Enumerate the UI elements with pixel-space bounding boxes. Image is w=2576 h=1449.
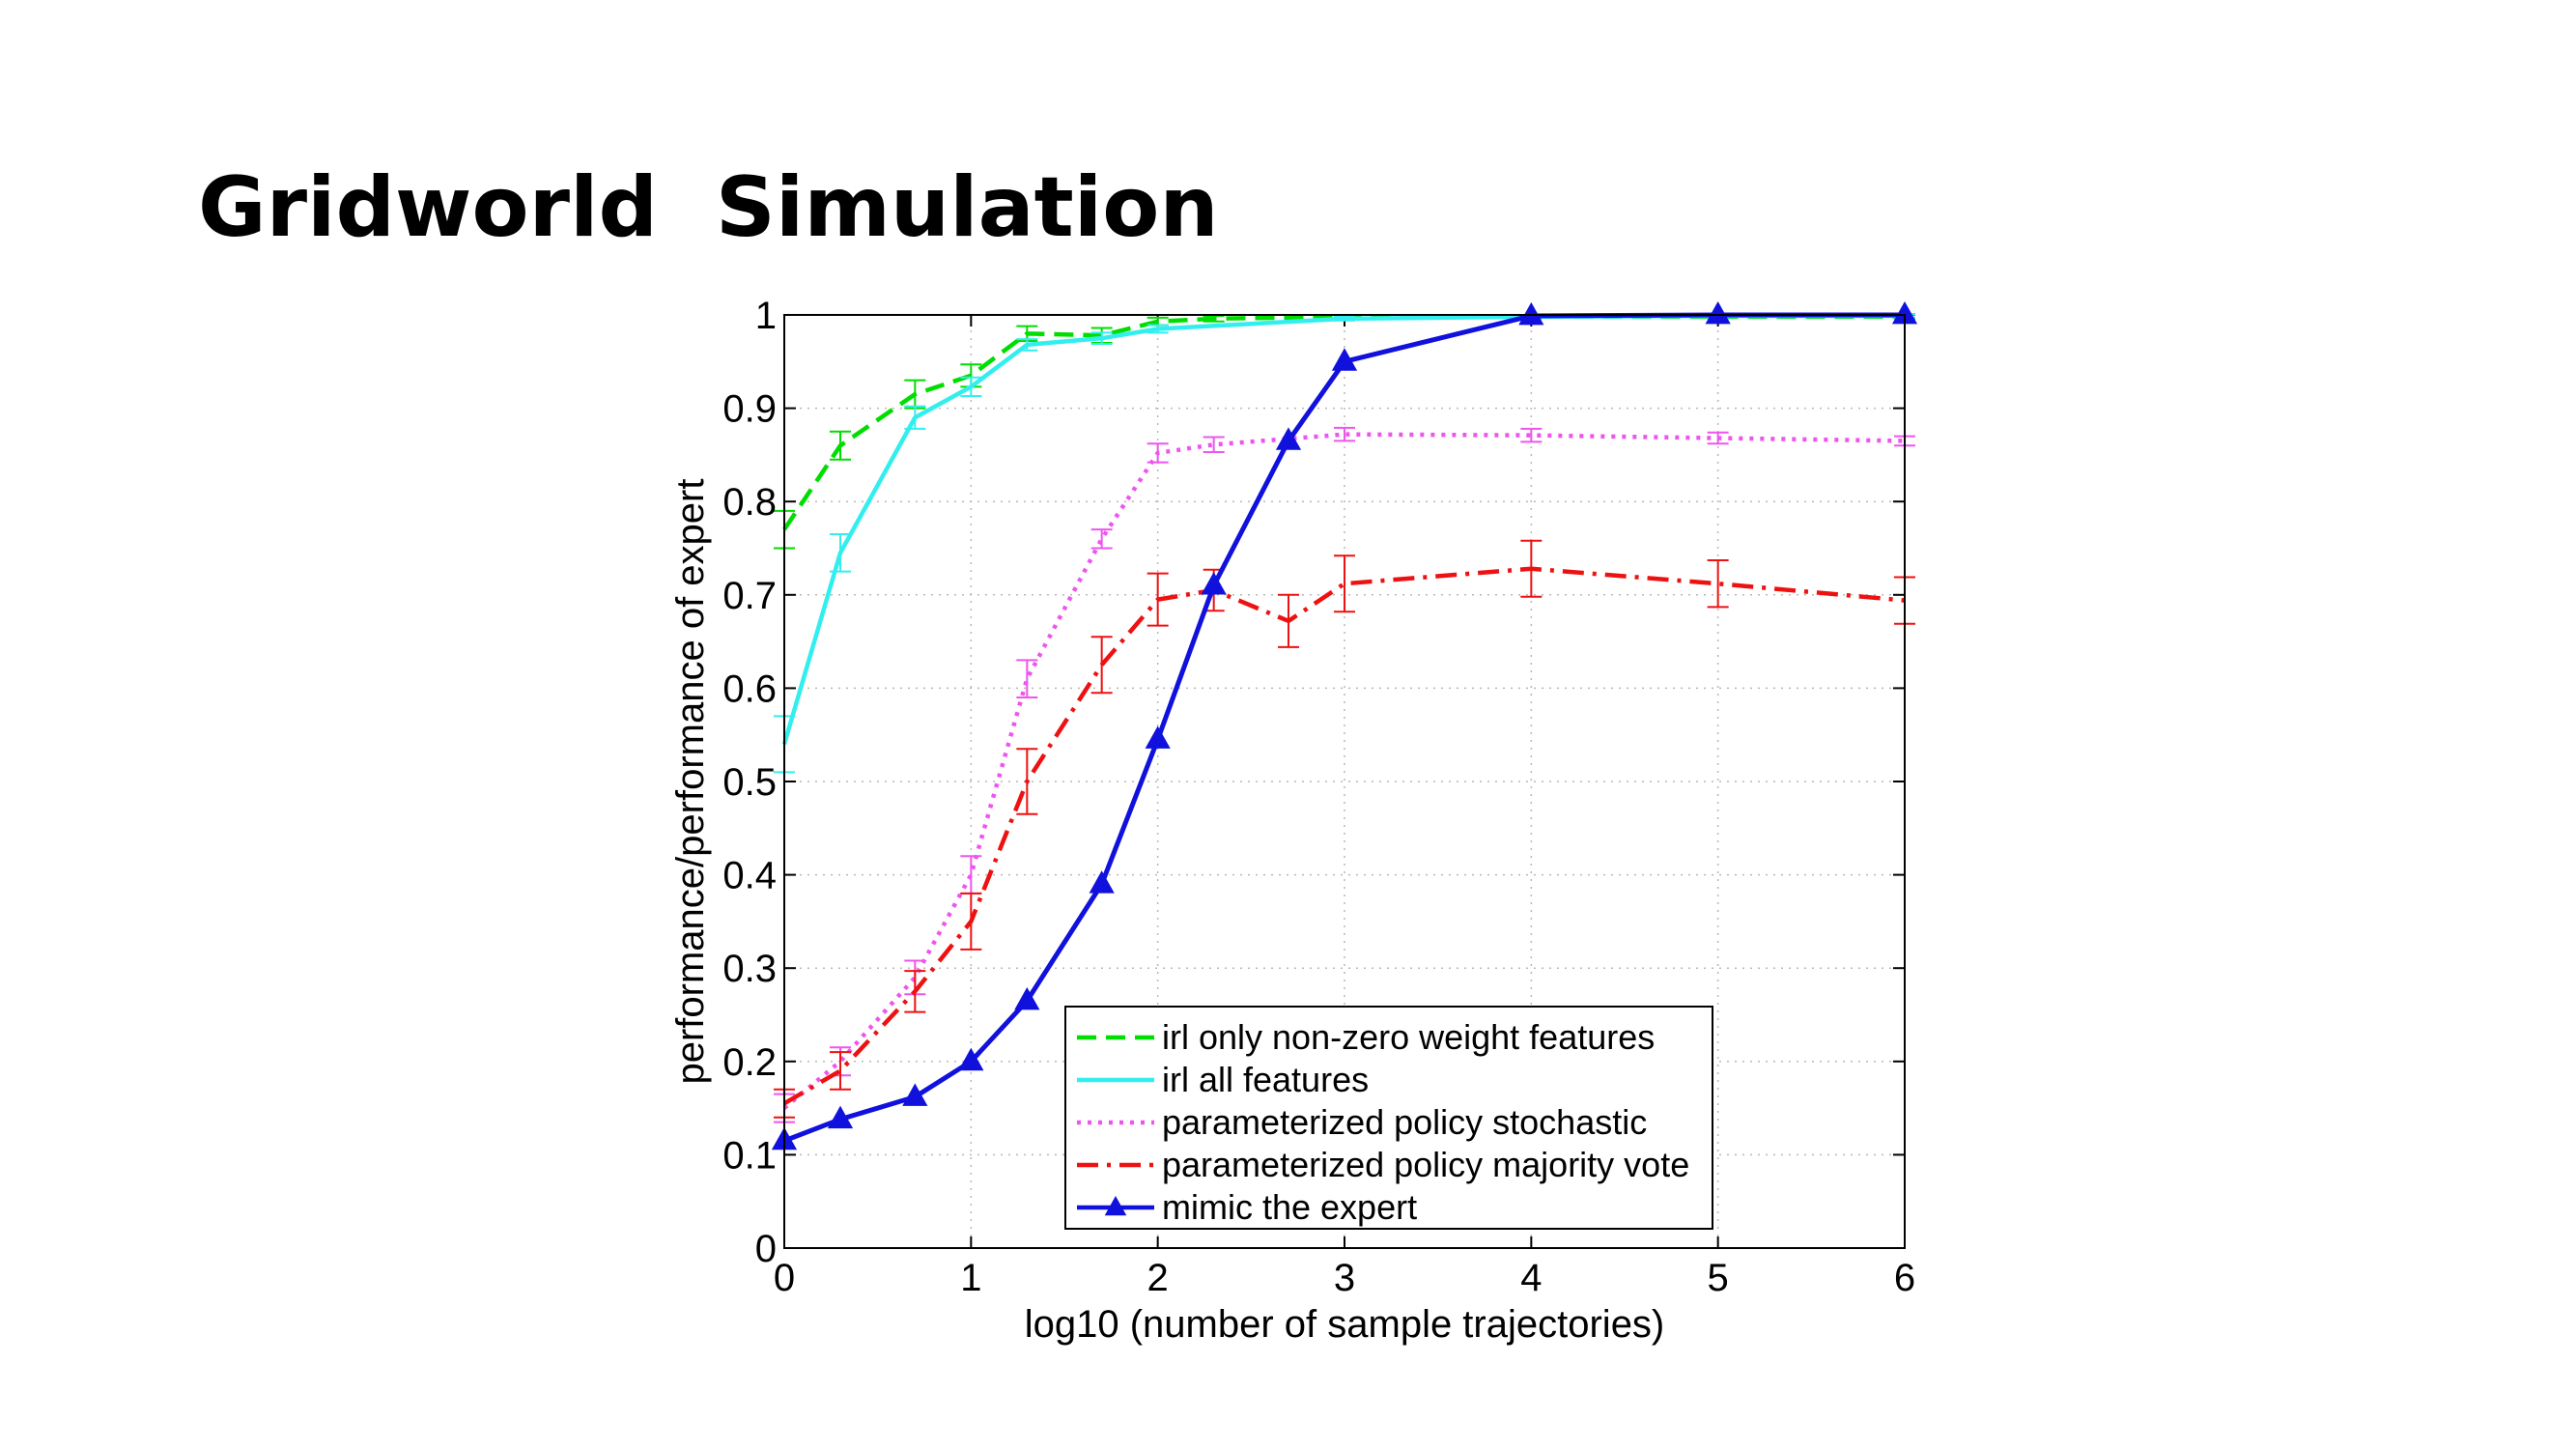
error-bar [1520, 539, 1543, 598]
y-tick-label: 0.5 [722, 761, 777, 804]
x-tick-label: 0 [774, 1257, 795, 1299]
legend-label: irl all features [1162, 1060, 1369, 1099]
error-bar [1146, 324, 1169, 334]
y-tick-label: 0.7 [722, 575, 777, 617]
data-point [1705, 300, 1731, 325]
data-point [1275, 427, 1302, 450]
error-bar [960, 892, 982, 951]
legend-label: irl only non-zero weight features [1162, 1017, 1655, 1057]
y-tick-label: 0.3 [722, 948, 777, 990]
x-tick-label: 2 [1147, 1257, 1169, 1299]
error-bar [1146, 572, 1169, 627]
tick-labels: 0 1 2 3 4 5 6 0 0.1 0.2 0.3 0.4 0.5 0.6 0.7 0.8 0.9 1 [722, 295, 1915, 1299]
y-tick-label: 0.8 [722, 481, 777, 524]
error-bar [1146, 442, 1169, 464]
error-bar [904, 970, 926, 1013]
x-tick-label: 3 [1334, 1257, 1355, 1299]
slide-title: Gridworld Simulation [198, 159, 1219, 256]
x-tick-label: 5 [1708, 1257, 1729, 1299]
y-tick-label: 0.2 [722, 1041, 777, 1084]
y-tick-label: 0.6 [722, 668, 777, 710]
error-bar [1090, 636, 1113, 695]
error-bar [904, 379, 926, 410]
data-point [1145, 725, 1171, 749]
legend-label: parameterized policy majority vote [1162, 1145, 1689, 1184]
x-tick-label: 1 [960, 1257, 981, 1299]
legend-label: parameterized policy stochastic [1162, 1102, 1647, 1142]
x-tick-label: 4 [1520, 1257, 1542, 1299]
legend-box [1064, 1006, 1713, 1230]
error-bar [1016, 338, 1038, 352]
error-bar [1016, 659, 1038, 699]
error-bar [1520, 427, 1543, 443]
data-point [1014, 986, 1040, 1010]
y-tick-label: 0.9 [722, 388, 777, 431]
error-bar [1707, 431, 1729, 445]
legend-label: mimic the expert [1162, 1187, 1417, 1227]
error-bar [830, 1051, 851, 1091]
series-1 [774, 313, 1915, 774]
data-point [827, 1105, 854, 1129]
series-3 [774, 539, 1915, 1119]
data-point [902, 1083, 928, 1106]
x-tick-label: 6 [1894, 1257, 1915, 1299]
error-bar [830, 533, 851, 573]
error-bar [1334, 315, 1355, 322]
error-bar [1278, 593, 1299, 648]
error-bar [1334, 426, 1355, 442]
error-bar [1090, 331, 1113, 345]
error-bar [1707, 559, 1729, 609]
plot-frame [783, 314, 1906, 1249]
data-point [1201, 572, 1227, 595]
error-bar [830, 430, 851, 461]
error-bar [1203, 436, 1225, 454]
y-axis-label: performance/performance of expert [669, 479, 712, 1085]
y-tick-label: 0.4 [722, 855, 777, 897]
legend-marker [1104, 1195, 1127, 1216]
error-bar [1016, 748, 1038, 815]
error-bar [904, 405, 926, 430]
y-tick-label: 0 [755, 1228, 777, 1270]
x-axis-label: log10 (number of sample trajectories) [1025, 1303, 1665, 1346]
y-tick-label: 1 [755, 295, 777, 337]
series-group [771, 300, 1918, 1151]
data-point [1089, 870, 1115, 894]
data-point [1331, 348, 1358, 371]
error-bar [1334, 554, 1355, 613]
y-tick-label: 0.1 [722, 1134, 777, 1177]
data-point [958, 1047, 984, 1071]
error-bar [960, 376, 982, 398]
error-bar [1090, 528, 1113, 550]
